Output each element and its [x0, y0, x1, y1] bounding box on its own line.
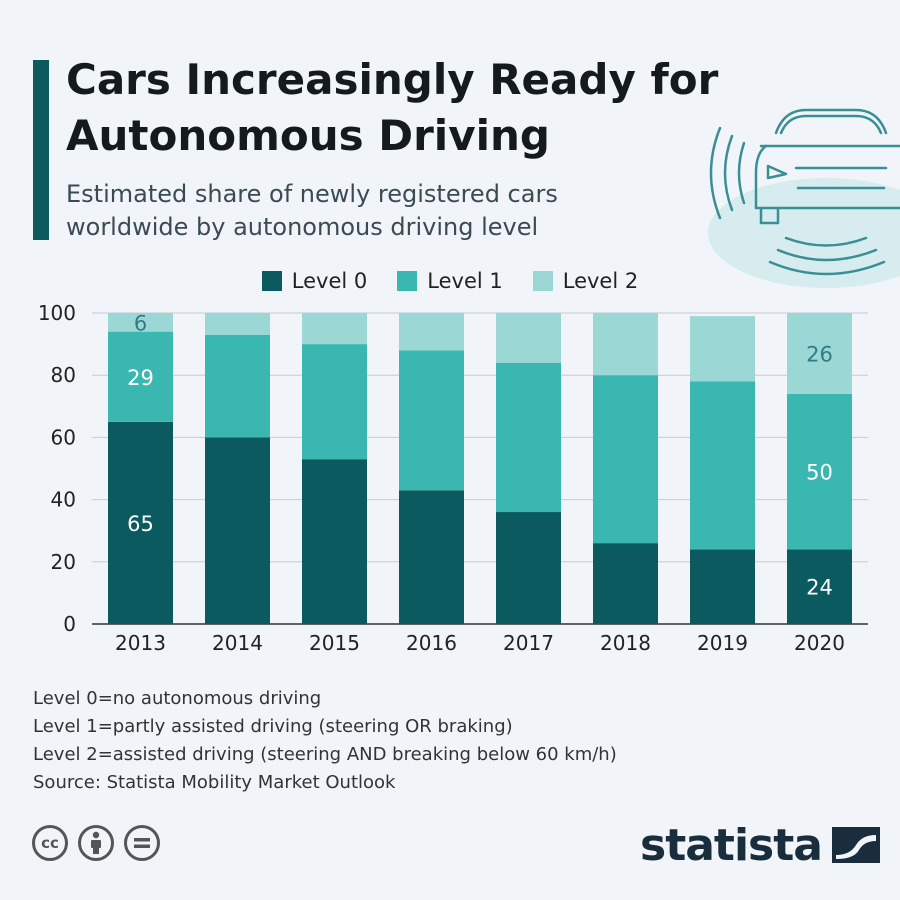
data-label: 24: [806, 576, 833, 600]
chart-legend: Level 0 Level 1 Level 2: [0, 264, 900, 298]
x-tick-label: 2015: [309, 631, 360, 655]
source-note: Source: Statista Mobility Market Outlook: [33, 772, 396, 793]
logo-text: statista: [640, 819, 823, 871]
attribution-icon[interactable]: [78, 825, 114, 861]
data-label: 6: [134, 311, 147, 335]
bar-level2-2014: [205, 313, 270, 335]
x-tick-label: 2013: [115, 631, 166, 655]
legend-label-level0: Level 0: [291, 269, 368, 293]
bar-level0-2019: [690, 549, 755, 624]
legend-swatch-level2: [532, 271, 553, 291]
chart-notes: Level 0=no autonomous driving Level 1=pa…: [33, 685, 793, 797]
bar-level2-2013: [108, 313, 173, 332]
y-tick-label: 20: [51, 550, 76, 574]
bar-level2-2020: [787, 313, 852, 394]
bar-level1-2016: [399, 350, 464, 491]
data-label: 26: [806, 342, 833, 366]
bar-level1-2013: [108, 331, 173, 422]
x-tick-label: 2014: [212, 631, 263, 655]
legend-label-level2: Level 2: [562, 269, 639, 293]
bar-level0-2017: [496, 512, 561, 624]
bar-level1-2019: [690, 381, 755, 550]
y-tick-label: 60: [51, 425, 76, 449]
statista-logo[interactable]: statista: [640, 815, 880, 875]
bar-level2-2017: [496, 313, 561, 363]
legend-swatch-level0: [261, 271, 282, 291]
bar-level1-2014: [205, 334, 270, 438]
no-derivatives-icon[interactable]: [124, 825, 160, 861]
legend-item-level2: Level 2: [532, 269, 639, 293]
legend-label-level1: Level 1: [427, 269, 503, 293]
legend-item-level1: Level 1: [397, 269, 503, 293]
cc-icon[interactable]: cc: [32, 825, 68, 861]
bar-level0-2020: [787, 549, 852, 624]
x-tick-label: 2017: [503, 631, 554, 655]
data-label: 65: [127, 512, 154, 536]
x-tick-label: 2020: [794, 631, 845, 655]
bar-level1-2017: [496, 362, 561, 513]
y-tick-label: 40: [51, 488, 76, 512]
y-tick-label: 0: [63, 612, 76, 636]
note-level1: Level 1=partly assisted driving (steerin…: [33, 716, 513, 737]
data-label: 29: [127, 366, 154, 390]
bar-level2-2016: [399, 313, 464, 351]
y-tick-label: 100: [38, 301, 76, 325]
bar-level2-2019: [690, 316, 755, 382]
y-tick-label: 80: [51, 363, 76, 387]
bar-level2-2015: [302, 313, 367, 345]
bar-level0-2018: [593, 543, 658, 624]
bar-level0-2016: [399, 490, 464, 624]
note-level2: Level 2=assisted driving (steering AND b…: [33, 744, 617, 765]
bar-level2-2018: [593, 313, 658, 376]
car-front-icon: [708, 108, 900, 288]
bar-level0-2015: [302, 459, 367, 624]
chart-title: Cars Increasingly Ready for Autonomous D…: [66, 55, 719, 160]
note-level0: Level 0=no autonomous driving: [33, 688, 322, 709]
license-icons: cc: [32, 825, 160, 861]
bar-level0-2014: [205, 437, 270, 624]
legend-swatch-level1: [397, 271, 418, 291]
bar-level1-2015: [302, 344, 367, 460]
x-tick-label: 2018: [600, 631, 651, 655]
x-tick-label: 2016: [406, 631, 457, 655]
x-tick-label: 2019: [697, 631, 748, 655]
bar-level1-2018: [593, 375, 658, 544]
title-accent-bar: [33, 60, 49, 240]
bar-level0-2013: [108, 421, 173, 624]
bar-level1-2020: [787, 393, 852, 550]
data-label: 50: [806, 461, 833, 485]
chart-subtitle: Estimated share of newly registered cars…: [66, 180, 558, 241]
statista-logo-icon: [831, 827, 880, 863]
legend-item-level0: Level 0: [261, 269, 368, 293]
